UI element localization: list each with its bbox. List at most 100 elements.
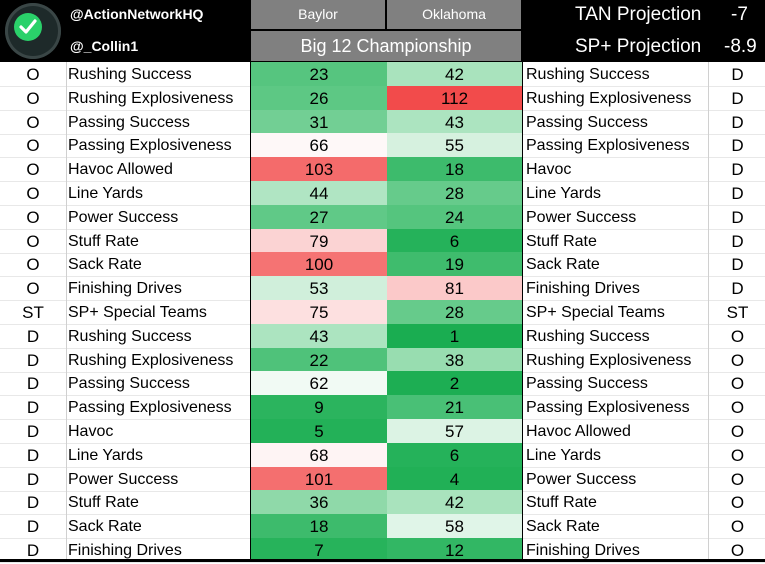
oklahoma-rank: 2 (387, 371, 523, 396)
team-oklahoma-header: Oklahoma (387, 0, 522, 29)
baylor-rank: 23 (250, 62, 388, 86)
metric-label-right: Finishing Drives (526, 542, 640, 559)
metric-label-right: Rushing Success (526, 66, 650, 83)
oklahoma-rank: 42 (387, 62, 523, 86)
unit-right: D (708, 204, 765, 229)
oklahoma-rank: 112 (387, 85, 523, 110)
unit-right: D (708, 85, 765, 110)
unit-left: O (0, 252, 67, 277)
unit-left: O (0, 85, 67, 110)
metric-label-right: Finishing Drives (526, 280, 640, 298)
metric-label-left: Passing Explosiveness (68, 399, 232, 417)
table-row: O Passing Explosiveness 66 55 Passing Explos… (0, 133, 765, 159)
unit-left: D (0, 323, 67, 348)
oklahoma-rank: 43 (387, 109, 523, 134)
baylor-rank: 62 (250, 371, 388, 396)
unit-right: D (708, 252, 765, 277)
team-baylor-header: Baylor (251, 0, 386, 29)
metric-label-right: Havoc Allowed (526, 423, 631, 440)
sp-projection-value: -8.9 (724, 36, 757, 57)
metric-label-right: SP+ Special Teams (526, 304, 665, 321)
baylor-rank: 66 (250, 133, 388, 158)
oklahoma-rank: 21 (387, 395, 523, 420)
unit-right: O (708, 395, 765, 420)
baylor-rank: 5 (250, 419, 388, 443)
unit-right: O (708, 466, 765, 491)
checkmark-icon (14, 13, 42, 41)
baylor-rank: 44 (250, 181, 388, 205)
unit-right: O (708, 323, 765, 348)
metric-label-right: Stuff Rate (526, 232, 597, 250)
baylor-rank: 79 (250, 228, 388, 253)
unit-left: D (0, 395, 67, 420)
metric-label-right: Line Yards (526, 185, 602, 202)
unit-left: O (0, 133, 67, 158)
oklahoma-rank: 1 (387, 323, 523, 348)
baylor-rank: 101 (250, 466, 388, 491)
table-row: O Rushing Success 23 42 Rushing Success D (0, 62, 765, 87)
header-bar: @ActionNetworkHQ @_Collin1 Baylor Oklaho… (0, 0, 765, 62)
unit-left: O (0, 181, 67, 205)
unit-left: D (0, 419, 67, 443)
unit-right: O (708, 514, 765, 539)
unit-left: ST (0, 300, 67, 324)
oklahoma-rank: 42 (387, 490, 523, 515)
oklahoma-rank: 4 (387, 466, 523, 491)
baylor-rank: 43 (250, 323, 388, 348)
metric-label-left: Rushing Explosiveness (68, 89, 234, 107)
table-row: O Passing Success 31 43 Passing Success D (0, 109, 765, 135)
metric-label-right: Passing Explosiveness (526, 137, 690, 155)
unit-left: O (0, 109, 67, 134)
metric-label-right: Sack Rate (526, 518, 600, 536)
metric-label-left: Rushing Success (68, 66, 192, 83)
table-row: D Passing Explosiveness 9 21 Passing Explosi… (0, 395, 765, 421)
table-row: D Passing Success 62 2 Passing Success O (0, 371, 765, 397)
metric-label-right: Stuff Rate (526, 494, 597, 512)
unit-left: O (0, 62, 67, 86)
unit-right: D (708, 181, 765, 205)
unit-left: D (0, 371, 67, 396)
table-row: O Line Yards 44 28 Line Yards D (0, 181, 765, 206)
unit-right: D (708, 109, 765, 134)
metric-label-left: Sack Rate (68, 518, 142, 536)
unit-right: D (708, 276, 765, 301)
table-row: D Rushing Explosiveness 22 38 Rushing Explos… (0, 347, 765, 373)
unit-right: O (708, 347, 765, 372)
unit-right: O (708, 371, 765, 396)
table-row: O Sack Rate 100 19 Sack Rate D (0, 252, 765, 278)
unit-left: D (0, 538, 67, 562)
stats-table: O Rushing Success 23 42 Rushing Success D O Rus… (0, 62, 765, 563)
oklahoma-rank: 81 (387, 276, 523, 301)
baylor-rank: 53 (250, 276, 388, 301)
baylor-rank: 36 (250, 490, 388, 515)
table-row: O Finishing Drives 53 81 Finishing Drives D (0, 276, 765, 302)
metric-label-left: Havoc Allowed (68, 161, 173, 179)
metric-label-right: Line Yards (526, 446, 602, 464)
metric-label-left: Power Success (68, 470, 179, 488)
unit-left: D (0, 514, 67, 539)
metric-label-left: Stuff Rate (68, 494, 139, 512)
oklahoma-rank: 19 (387, 252, 523, 277)
unit-right: D (708, 62, 765, 86)
unit-left: D (0, 490, 67, 515)
oklahoma-rank: 38 (387, 347, 523, 372)
unit-right: D (708, 157, 765, 182)
baylor-rank: 75 (250, 300, 388, 324)
table-row: O Stuff Rate 79 6 Stuff Rate D (0, 228, 765, 254)
oklahoma-rank: 6 (387, 228, 523, 253)
metric-label-right: Havoc (526, 161, 572, 179)
unit-left: O (0, 204, 67, 229)
metric-label-left: Line Yards (68, 185, 144, 202)
oklahoma-rank: 28 (387, 300, 523, 324)
baylor-rank: 26 (250, 85, 388, 110)
tan-projection-value: -7 (731, 4, 748, 25)
metric-label-right: Passing Success (526, 113, 648, 131)
unit-left: D (0, 442, 67, 467)
table-row: D Finishing Drives 7 12 Finishing Drives O (0, 538, 765, 563)
metric-label-right: Rushing Explosiveness (526, 351, 692, 369)
unit-left: D (0, 347, 67, 372)
metric-label-left: Passing Success (68, 113, 190, 131)
table-row: D Havoc 5 57 Havoc Allowed O (0, 419, 765, 444)
metric-label-right: Rushing Success (526, 327, 650, 345)
